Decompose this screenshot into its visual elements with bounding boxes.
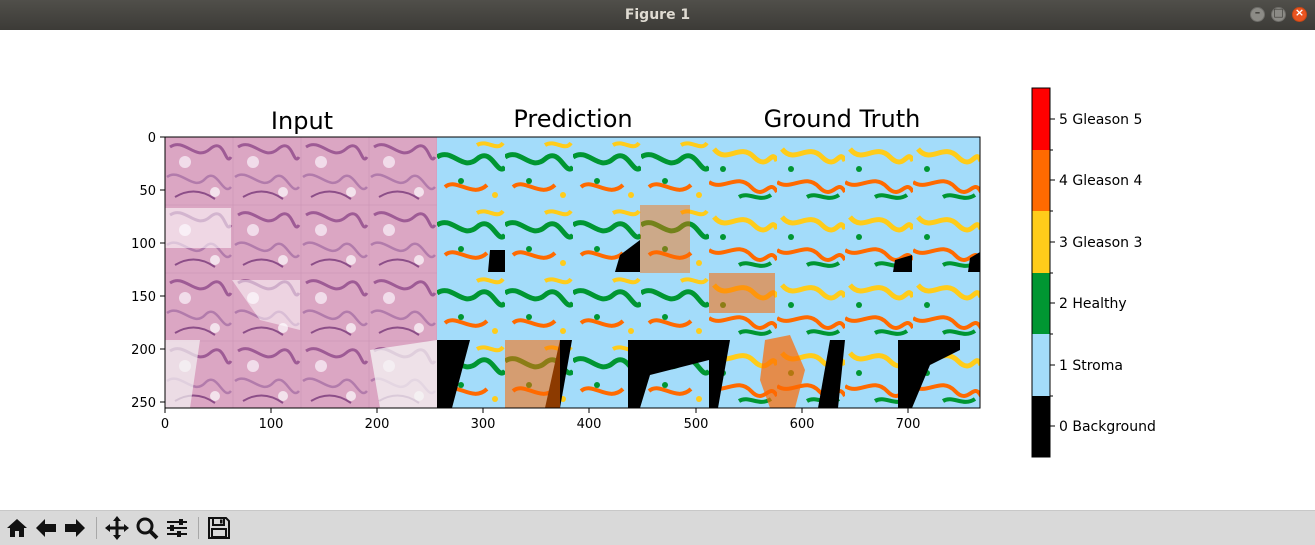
- ground-truth-image: [709, 137, 980, 408]
- colorbar-label-gleason4: 4 Gleason 4: [1059, 173, 1142, 189]
- y-tick-label: 250: [131, 396, 156, 411]
- x-tick-label: 700: [896, 417, 921, 432]
- configure-subplots-button[interactable]: [164, 515, 190, 541]
- colorbar-segment-healthy: [1032, 273, 1050, 334]
- y-tick-label: 150: [131, 290, 156, 305]
- x-tick-label: 600: [790, 417, 815, 432]
- y-tick-label: 100: [131, 237, 156, 252]
- maximize-icon: □: [1273, 6, 1284, 19]
- colorbar-segment-stroma: [1032, 334, 1050, 396]
- minimize-icon: –: [1254, 6, 1261, 19]
- colorbar-segment-gleason5: [1032, 88, 1050, 150]
- configure-subplots-icon: [167, 519, 187, 537]
- colorbar-label-healthy: 2 Healthy: [1059, 296, 1127, 312]
- close-button[interactable]: ×: [1292, 6, 1307, 22]
- minimize-button[interactable]: –: [1250, 6, 1265, 22]
- colorbar-label-background: 0 Background: [1059, 419, 1156, 435]
- back-arrow-icon: [36, 519, 56, 537]
- zoom-button[interactable]: [134, 515, 160, 541]
- colorbar-segment-gleason4: [1032, 150, 1050, 211]
- image-axes[interactable]: 0 50 100 150 200 250 0 100 200 300: [131, 131, 981, 432]
- back-button[interactable]: [33, 515, 59, 541]
- colorbar-segment-background: [1032, 396, 1050, 457]
- y-tick-label: 50: [139, 184, 156, 199]
- colorbar: 5 Gleason 5 4 Gleason 4 3 Gleason 3 2 He…: [1031, 87, 1156, 458]
- ground-truth-background-region: [968, 252, 980, 272]
- panel-title-input: Input: [271, 107, 333, 135]
- x-tick-label: 0: [161, 417, 169, 432]
- ground-truth-gleason4-region: [760, 335, 805, 408]
- axes-frame: [164, 136, 981, 409]
- colorbar-segment-gleason3: [1032, 211, 1050, 273]
- panel-title-prediction: Prediction: [513, 105, 632, 133]
- ground-truth-gleason4-region: [709, 273, 775, 313]
- y-axis: 0 50 100 150 200 250: [131, 131, 165, 411]
- maximize-button[interactable]: □: [1271, 6, 1286, 22]
- home-button[interactable]: [4, 515, 30, 541]
- colorbar-label-gleason3: 3 Gleason 3: [1059, 235, 1142, 251]
- input-image-bright-region: [232, 280, 300, 330]
- pan-icon: [105, 516, 129, 540]
- window-titlebar: Figure 1 – □ ×: [0, 0, 1315, 30]
- ground-truth-background-region: [898, 340, 960, 408]
- colorbar-label-stroma: 1 Stroma: [1059, 358, 1123, 374]
- toolbar-separator: [96, 517, 97, 539]
- input-image-bright-region: [165, 340, 200, 408]
- home-icon: [7, 519, 27, 537]
- figure-svg: 0 50 100 150 200 250 0 100 200 300: [131, 87, 1156, 458]
- prediction-gleason4-region: [505, 340, 560, 408]
- x-axis: 0 100 200 300 400 500 600 700: [161, 408, 921, 432]
- save-button[interactable]: [206, 515, 232, 541]
- pan-button[interactable]: [104, 515, 130, 541]
- prediction-background-region: [628, 340, 709, 408]
- y-tick-label: 0: [148, 131, 156, 146]
- ground-truth-background-region: [709, 340, 730, 408]
- forward-button[interactable]: [62, 515, 88, 541]
- ground-truth-background-region: [818, 340, 845, 408]
- figure-canvas[interactable]: 0 50 100 150 200 250 0 100 200 300: [0, 30, 1315, 510]
- zoom-icon: [136, 517, 159, 540]
- x-tick-label: 100: [259, 417, 284, 432]
- save-icon: [208, 517, 230, 539]
- input-image-bright-region: [165, 208, 231, 248]
- prediction-background-region: [488, 250, 505, 272]
- prediction-background-region: [437, 340, 470, 408]
- window-title: Figure 1: [624, 7, 691, 23]
- x-tick-label: 300: [471, 417, 496, 432]
- panel-title-ground-truth: Ground Truth: [764, 105, 921, 133]
- ground-truth-background-region: [893, 255, 912, 272]
- x-tick-label: 200: [365, 417, 390, 432]
- prediction-gleason4-region: [640, 205, 690, 273]
- input-image-bright-region: [370, 340, 437, 408]
- x-tick-label: 400: [577, 417, 602, 432]
- y-tick-label: 200: [131, 343, 156, 358]
- navigation-toolbar: [0, 510, 1315, 545]
- close-icon: ×: [1294, 6, 1305, 19]
- forward-arrow-icon: [65, 519, 85, 537]
- toolbar-separator: [198, 517, 199, 539]
- x-tick-label: 500: [684, 417, 709, 432]
- prediction-background-region: [615, 240, 640, 272]
- colorbar-label-gleason5: 5 Gleason 5: [1059, 112, 1142, 128]
- colorbar-ticks: [1050, 118, 1055, 427]
